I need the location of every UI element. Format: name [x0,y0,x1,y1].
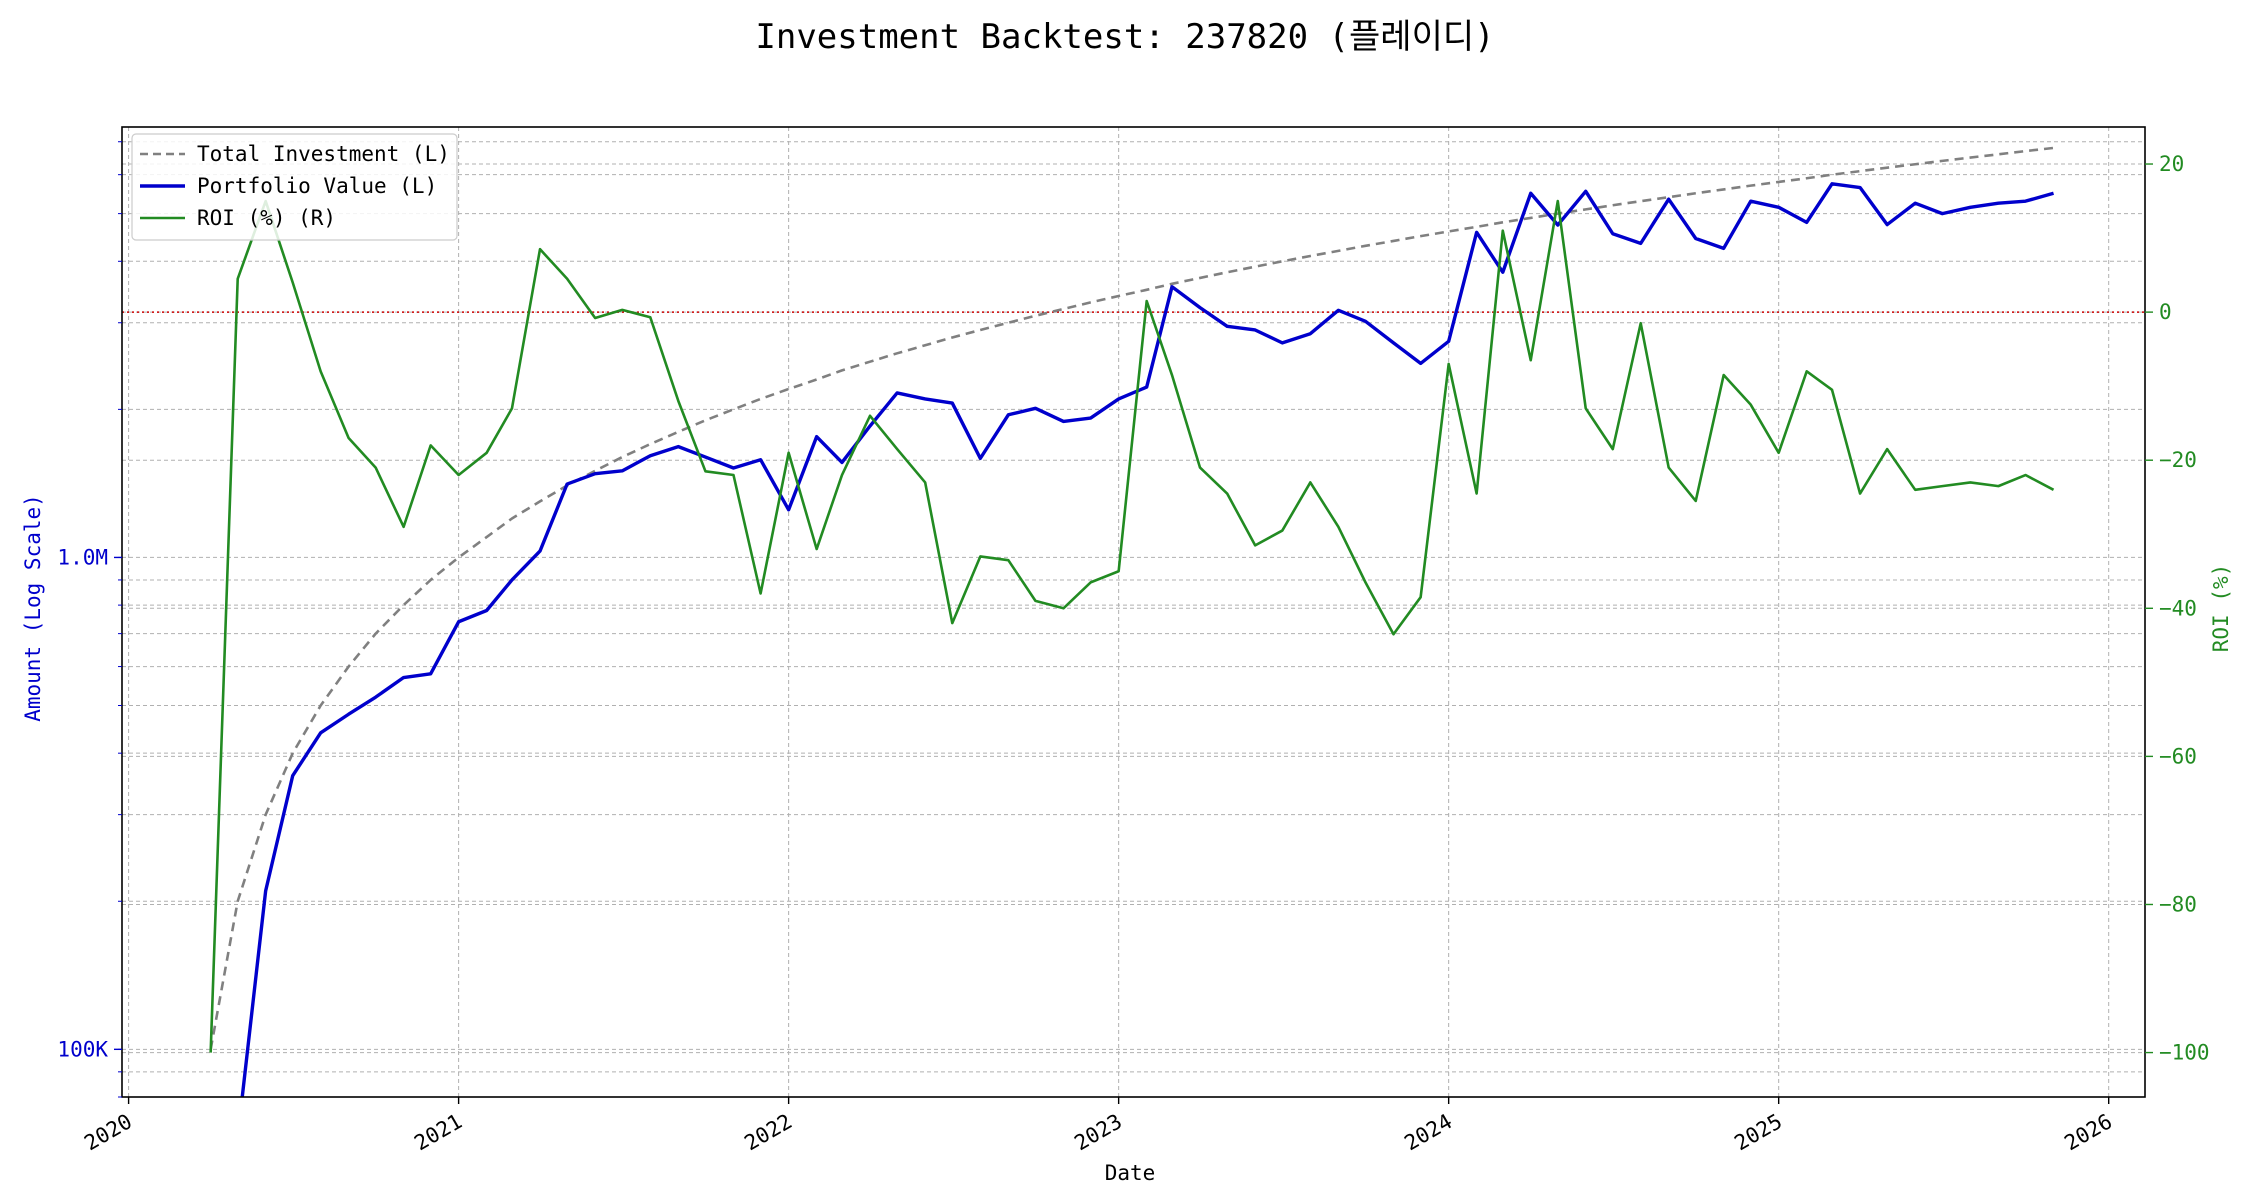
right-tick-label: 0 [2159,300,2172,324]
right-tick-label: −60 [2159,744,2197,768]
right-tick-label: −20 [2159,448,2197,472]
chart-title: Investment Backtest: 237820 (플레이디) [755,17,1494,57]
legend-label-portfolio-value: Portfolio Value (L) [197,174,437,198]
legend-box [131,133,458,241]
series-line-total-investment [209,146,2054,1050]
left-tick-label: 1.0M [57,545,108,569]
legend-entry-portfolio-value: Portfolio Value (L) [140,174,437,198]
series-line-portfolio-value [240,182,2055,1097]
plot-frame [121,126,2146,1098]
series-layer [209,146,2055,1097]
right-tick-label: −80 [2159,892,2197,916]
right-tick-label: −100 [2159,1041,2210,1065]
legend-label-roi: ROI (%) (R) [197,206,336,230]
tick-layer: 2020 2021 2022 2023 2024 2025 2026100K1.0M200−… [57,141,2210,1155]
legend-entry-total-investment: Total Investment (L) [140,142,450,166]
legend: Total Investment (L) Portfolio Value (L)… [131,133,458,241]
x-axis-label: Date [1105,1161,1156,1185]
left-tick-label: 100K [57,1037,108,1061]
right-tick-label: 20 [2159,152,2184,176]
legend-label-total-investment: Total Investment (L) [197,142,450,166]
grid-layer [122,127,2145,1098]
series-line-roi [209,199,2055,1053]
legend-entry-roi: ROI (%) (R) [140,206,336,230]
right-y-axis-label: ROI (%) [2209,564,2233,653]
right-tick-label: −40 [2159,596,2197,620]
left-y-axis-label: Amount (Log Scale) [21,494,45,722]
